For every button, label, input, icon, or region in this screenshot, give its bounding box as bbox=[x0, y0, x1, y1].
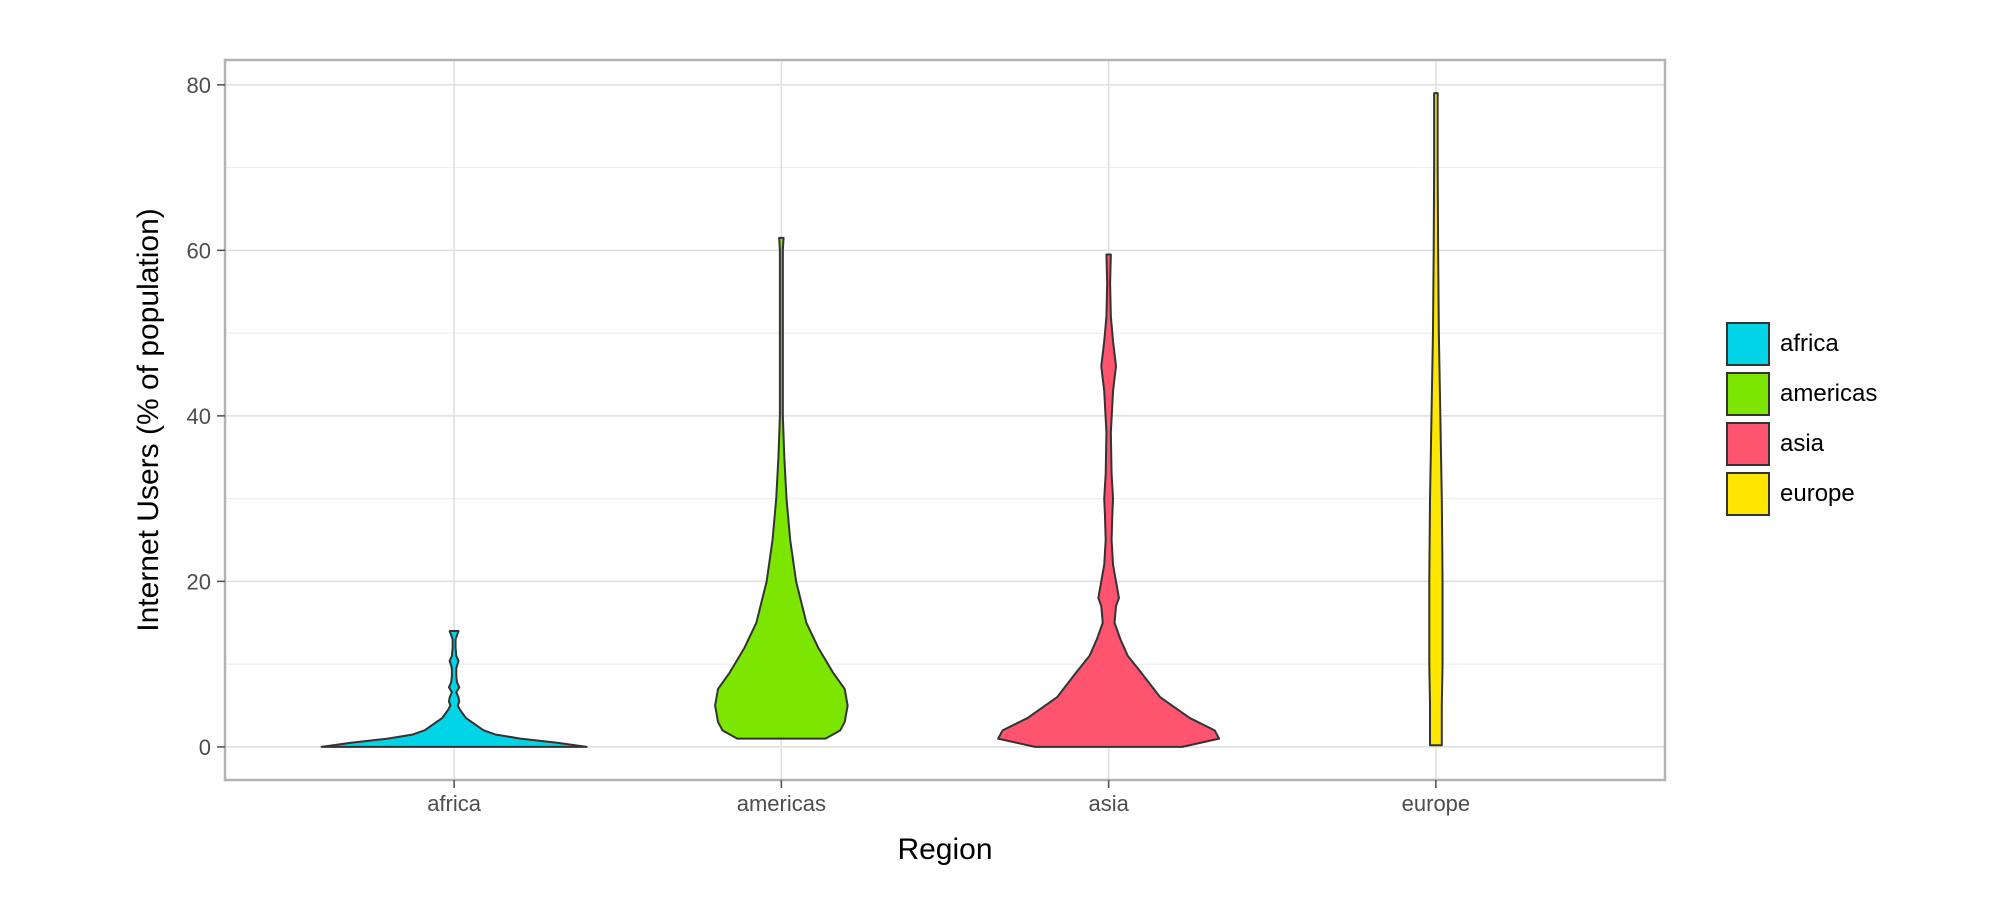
x-axis-title: Region bbox=[897, 833, 992, 866]
y-tick-label: 60 bbox=[187, 238, 211, 263]
legend-label-asia: asia bbox=[1780, 430, 1825, 457]
violin-europe bbox=[1428, 92, 1444, 747]
x-tick-label: asia bbox=[1088, 791, 1129, 816]
y-tick-label: 80 bbox=[187, 73, 211, 98]
y-tick-label: 20 bbox=[187, 569, 211, 594]
x-tick-label: africa bbox=[427, 791, 482, 816]
legend-label-americas: americas bbox=[1780, 380, 1877, 407]
minor-grid bbox=[225, 167, 1665, 665]
legend-swatch-europe bbox=[1726, 472, 1770, 516]
legend-label-europe: europe bbox=[1780, 480, 1855, 507]
y-axis-title: Internet Users (% of population) bbox=[132, 208, 165, 632]
y-tick-label: 40 bbox=[187, 404, 211, 429]
violin-africa bbox=[320, 630, 588, 748]
violin-americas bbox=[714, 236, 849, 740]
legend-swatch-africa bbox=[1726, 322, 1770, 366]
x-tick-label: europe bbox=[1402, 791, 1471, 816]
y-axis: 0 20 40 60 80 bbox=[187, 73, 225, 760]
legend: africa americas asia europe bbox=[1726, 322, 1877, 516]
x-axis: africa americas asia europe bbox=[427, 780, 1470, 816]
legend-label-africa: africa bbox=[1780, 330, 1839, 357]
y-tick-label: 0 bbox=[199, 735, 211, 760]
violin-asia bbox=[997, 253, 1221, 748]
plot-border bbox=[223, 58, 1667, 782]
violins bbox=[320, 92, 1444, 748]
legend-swatch-asia bbox=[1726, 422, 1770, 466]
plot-panel bbox=[225, 60, 1665, 780]
x-tick-label: americas bbox=[737, 791, 826, 816]
legend-swatch-americas bbox=[1726, 372, 1770, 416]
